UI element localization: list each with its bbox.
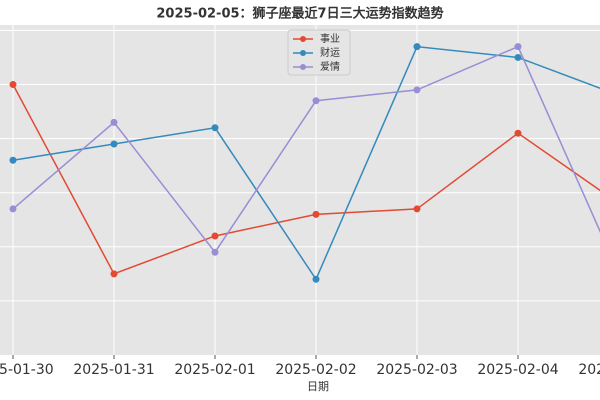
point xyxy=(413,205,421,213)
point xyxy=(110,270,118,278)
x-tick-label: 2025-02-05 xyxy=(578,362,600,378)
point xyxy=(413,86,421,94)
point xyxy=(110,118,118,126)
plot-area xyxy=(0,25,600,355)
point xyxy=(514,53,522,61)
x-tick-label: 2025-01-31 xyxy=(73,362,154,378)
point xyxy=(312,97,320,105)
point xyxy=(9,81,17,89)
x-axis-label: 日期 xyxy=(307,380,329,393)
point xyxy=(9,205,17,213)
x-tick-label: 2025-01-30 xyxy=(0,362,54,378)
point xyxy=(312,210,320,218)
point xyxy=(514,43,522,51)
x-tick-label: 2025-02-04 xyxy=(477,362,558,378)
point xyxy=(110,140,118,148)
legend-label: 爱情 xyxy=(320,60,340,73)
x-tick-label: 2025-02-03 xyxy=(376,362,457,378)
point xyxy=(211,232,219,240)
point xyxy=(9,156,17,164)
point xyxy=(413,43,421,51)
legend-marker xyxy=(300,50,306,56)
point xyxy=(211,124,219,132)
legend-label: 事业 xyxy=(320,32,340,45)
legend-label: 财运 xyxy=(320,46,340,59)
legend-marker xyxy=(300,36,306,42)
chart-title: 2025-02-05：狮子座最近7日三大运势指数趋势 xyxy=(156,6,443,22)
point xyxy=(514,129,522,137)
point xyxy=(312,275,320,283)
x-tick-label: 2025-02-02 xyxy=(275,362,356,378)
legend-marker xyxy=(300,64,306,70)
point xyxy=(211,248,219,256)
x-tick-label: 2025-02-01 xyxy=(174,362,255,378)
